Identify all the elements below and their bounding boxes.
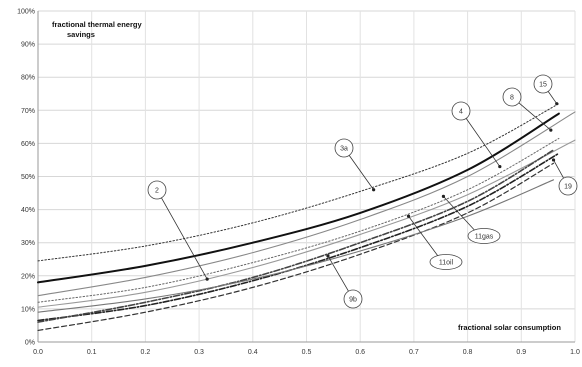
y-axis-title: fractional thermal energy savings <box>52 20 142 39</box>
x-tick-label: 0.0 <box>33 349 43 356</box>
callout-bubble <box>467 228 501 244</box>
y-tick-label: 0% <box>25 340 35 347</box>
x-axis-title: fractional solar consumption <box>458 323 561 332</box>
x-tick-label: 0.3 <box>194 349 204 356</box>
callout-11gas: 11gas <box>441 194 501 244</box>
callout-label: 9b <box>349 297 357 304</box>
callout-label: 4 <box>459 109 463 116</box>
callout-leader <box>518 102 552 131</box>
y-tick-label: 70% <box>21 108 35 115</box>
y-tick-label: 10% <box>21 306 35 313</box>
callout-11oil: 11oil <box>406 214 463 270</box>
callout-pointer <box>498 164 502 169</box>
y-axis-title-line2: savings <box>67 30 95 39</box>
callout-leader <box>553 159 564 179</box>
series-line-4 <box>37 111 576 297</box>
callout-pointer <box>549 128 553 132</box>
y-tick-label: 30% <box>21 240 35 247</box>
callout-leader <box>327 255 349 292</box>
x-tick-label: 0.1 <box>87 349 97 356</box>
y-tick-label: 100% <box>17 9 35 16</box>
callout-bubble <box>502 87 522 107</box>
callout-bubble <box>429 254 463 270</box>
y-tick-label: 80% <box>21 75 35 82</box>
callout-bubble <box>334 138 354 158</box>
x-tick-label: 0.2 <box>141 349 151 356</box>
callout-leader <box>408 215 439 257</box>
callout-2: 2 <box>147 180 209 281</box>
x-tick-label: 0.9 <box>516 349 526 356</box>
callout-15: 15 <box>533 74 559 106</box>
series-layer <box>37 103 576 332</box>
callout-leader <box>161 197 208 280</box>
callout-pointer <box>406 214 411 218</box>
x-tick-label: 0.8 <box>463 349 473 356</box>
callout-bubble <box>533 74 553 94</box>
callout-leader <box>443 196 476 232</box>
x-tick-label: 1.0 <box>570 349 580 356</box>
series-line-2 <box>37 149 555 323</box>
callout-label: 2 <box>155 188 159 195</box>
series-line-8 <box>37 139 576 308</box>
callout-label: 11oil <box>439 260 454 267</box>
callout-bubble <box>558 176 578 196</box>
callout-pointer <box>372 188 376 192</box>
grid <box>37 10 576 343</box>
callout-bubble <box>343 289 363 309</box>
callout-9b: 9b <box>326 254 363 309</box>
callout-3a: 3a <box>334 138 376 192</box>
callout-label: 8 <box>510 95 514 102</box>
y-tick-label: 20% <box>21 273 35 280</box>
callout-pointer <box>205 277 209 281</box>
y-axis-title-line1: fractional thermal energy <box>52 20 142 29</box>
callout-pointer <box>326 254 330 258</box>
series-line-3a <box>37 112 560 284</box>
y-tick-label: 50% <box>21 174 35 181</box>
callout-leader <box>547 91 558 104</box>
callout-pointer <box>441 194 446 198</box>
series-line-11gas <box>37 152 560 322</box>
callout-label: 11gas <box>475 234 494 241</box>
x-tick-label: 0.7 <box>409 349 419 356</box>
series-line-9b <box>37 137 560 303</box>
callout-4: 4 <box>451 101 502 169</box>
series-line-11oil <box>37 162 555 332</box>
callout-label: 3a <box>340 146 348 153</box>
series-line-19 <box>37 179 555 313</box>
y-tick-label: 40% <box>21 207 35 214</box>
y-tick-label: 60% <box>21 141 35 148</box>
callout-bubble <box>451 101 471 121</box>
callout-label: 19 <box>564 184 572 191</box>
callout-leader <box>348 155 374 190</box>
y-tick-label: 90% <box>21 42 35 49</box>
series-line-15 <box>37 103 560 262</box>
annotations: 15 8 4 3a 2 11gas 11oil 9b 19 <box>147 74 578 309</box>
ticks: 0% 10% 20% 30% 40% 50% 60% 70% 80% 90% 100% 0.0 0.1 0… <box>17 9 580 357</box>
x-tick-label: 0.6 <box>355 349 365 356</box>
x-tick-label: 0.4 <box>248 349 258 356</box>
callout-19: 19 <box>551 158 578 196</box>
callout-label: 15 <box>539 82 547 89</box>
callout-bubble <box>147 180 167 200</box>
callout-leader <box>465 118 501 167</box>
callout-pointer <box>551 158 556 162</box>
x-tick-label: 0.5 <box>302 349 312 356</box>
callout-8: 8 <box>502 87 553 132</box>
callout-pointer <box>555 102 559 106</box>
